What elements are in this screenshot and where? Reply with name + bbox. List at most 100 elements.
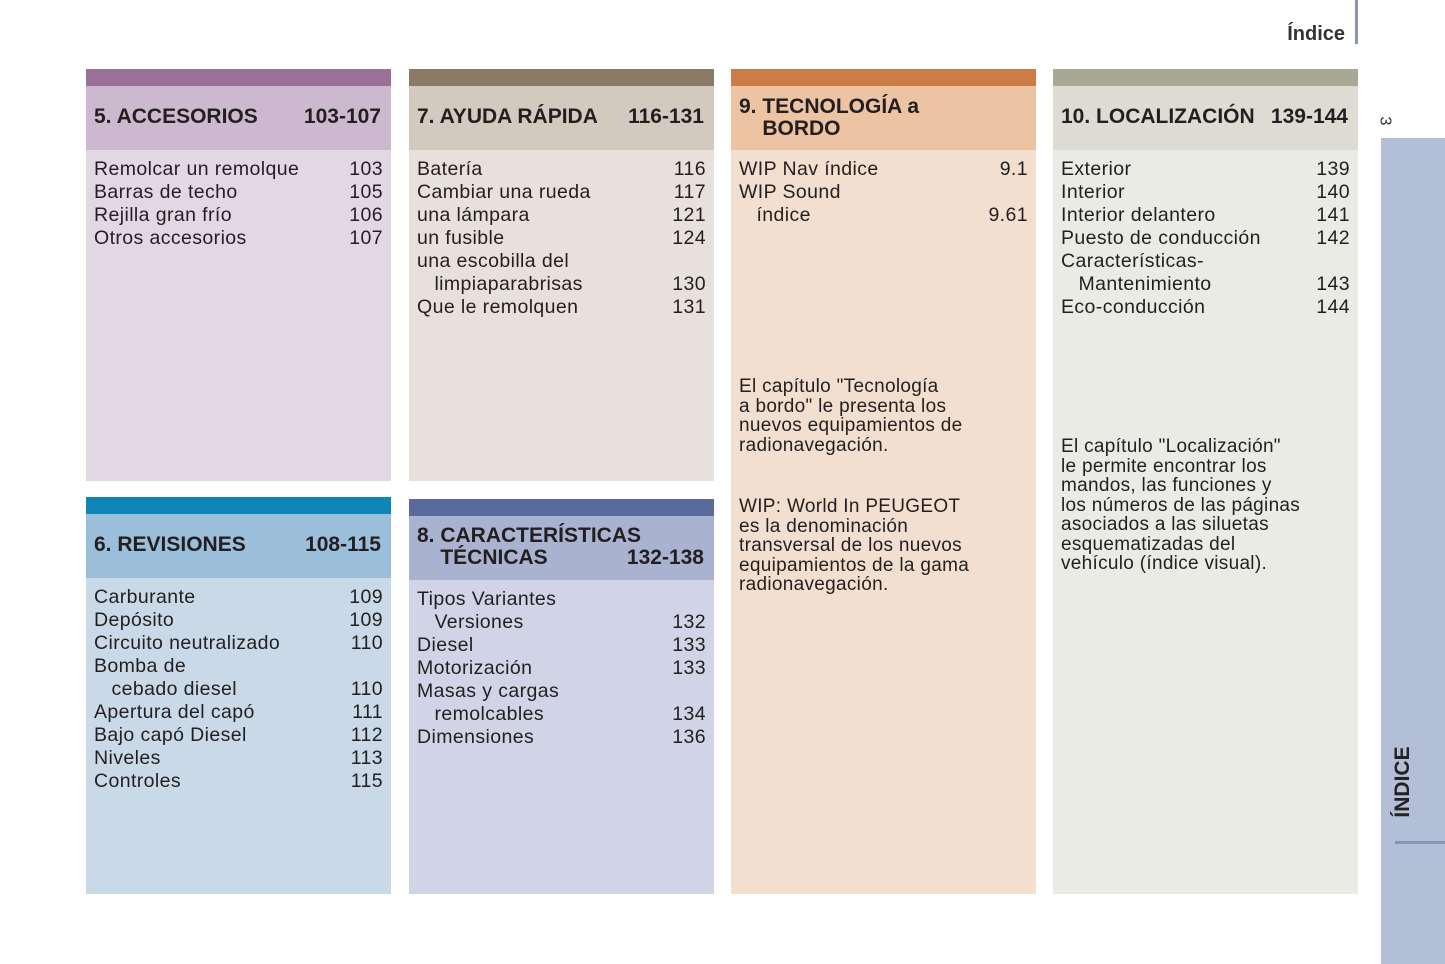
section-note: El capítulo "Tecnología a bordo" le pres…	[739, 376, 963, 456]
section-title[interactable]: 7. AYUDA RÁPIDA	[417, 105, 598, 128]
index-entry[interactable]: Apertura del capó 111	[94, 701, 383, 724]
entry-page: 109	[349, 586, 383, 608]
index-entry[interactable]: Depósito 109	[94, 609, 383, 632]
entry-label: limpiaparabrisas	[417, 273, 583, 295]
index-entry[interactable]: Tipos Variantes	[417, 588, 706, 611]
entry-label: Depósito	[94, 609, 175, 631]
entry-page: 116	[673, 158, 706, 180]
index-entry[interactable]: Puesto de conducción 142	[1061, 227, 1350, 250]
section-header: 5. ACCESORIOS 103-107	[86, 86, 391, 150]
section-entries: Remolcar un remolque 103 Barras de techo 10…	[86, 150, 391, 250]
entry-page: 121	[672, 204, 706, 226]
index-entry[interactable]: Características-	[1061, 250, 1350, 273]
entry-label: Circuito neutralizado	[94, 632, 281, 654]
section-title[interactable]: 8. CARACTERÍSTICAS TÉCNICAS	[417, 524, 642, 569]
index-entry[interactable]: Niveles 113	[94, 747, 383, 770]
index-entry[interactable]: Controles 115	[94, 770, 383, 793]
entry-page: 141	[1316, 204, 1350, 226]
index-entry[interactable]: Masas y cargas	[417, 680, 706, 703]
header-divider	[1355, 0, 1358, 44]
entry-page: 113	[350, 747, 383, 769]
section-localizacion: 10. LOCALIZACIÓN 139-144 Exterior 139 Inte…	[1053, 69, 1358, 894]
index-entry[interactable]: remolcables 134	[417, 703, 706, 726]
section-pages[interactable]: 139-144	[1270, 105, 1348, 128]
entry-label: Masas y cargas	[417, 680, 560, 702]
entry-page: 107	[349, 227, 383, 249]
section-title[interactable]: 10. LOCALIZACIÓN	[1061, 105, 1255, 128]
section-pages[interactable]: 116-131	[628, 105, 704, 128]
index-entry[interactable]: cebado diesel 110	[94, 678, 383, 701]
section-tecnologia: 9. TECNOLOGÍA a BORDO WIP Nav índice 9.1 W…	[731, 69, 1036, 894]
entry-label: Otros accesorios	[94, 227, 247, 249]
entry-label: un fusible	[417, 227, 505, 249]
entry-page: 133	[672, 657, 706, 679]
entry-page: 124	[672, 227, 706, 249]
index-entry[interactable]: limpiaparabrisas 130	[417, 273, 706, 296]
section-title[interactable]: 5. ACCESORIOS	[94, 105, 258, 128]
entry-page: 131	[672, 296, 706, 318]
index-entry[interactable]: Cambiar una rueda 117	[417, 181, 706, 204]
index-entry[interactable]: Carburante 109	[94, 586, 383, 609]
entry-label: Versiones	[417, 611, 524, 633]
index-entry[interactable]: un fusible 124	[417, 227, 706, 250]
section-title[interactable]: 9. TECNOLOGÍA a BORDO	[739, 95, 920, 140]
section-entries: WIP Nav índice 9.1 WIP Sound índice 9.61	[731, 150, 1036, 227]
entry-page: 139	[1316, 158, 1350, 180]
entry-label: Puesto de conducción	[1061, 227, 1261, 249]
section-header: 8. CARACTERÍSTICAS TÉCNICAS 132-138	[409, 516, 714, 580]
index-entry[interactable]: Dimensiones 136	[417, 726, 706, 749]
index-entry[interactable]: una lámpara 121	[417, 204, 706, 227]
index-entry[interactable]: Remolcar un remolque 103	[94, 158, 383, 181]
entry-page: 106	[349, 204, 383, 226]
index-entry[interactable]: Interior delantero 141	[1061, 204, 1350, 227]
index-entry[interactable]: Interior 140	[1061, 181, 1350, 204]
index-entry[interactable]: Bajo capó Diesel 112	[94, 724, 383, 747]
entry-page: 144	[1316, 296, 1350, 318]
section-note: WIP: World In PEUGEOT es la denominación…	[739, 496, 970, 595]
section-header: 7. AYUDA RÁPIDA 116-131	[409, 86, 714, 150]
index-entry[interactable]: Circuito neutralizado 110	[94, 632, 383, 655]
section-color-bar	[409, 69, 714, 86]
entry-label: Mantenimiento	[1061, 273, 1212, 295]
index-entry[interactable]: Batería 116	[417, 158, 706, 181]
index-entry[interactable]: Diesel 133	[417, 634, 706, 657]
section-entries: Carburante 109 Depósito 109 Circuito neutral…	[86, 578, 391, 793]
index-entry[interactable]: Rejilla gran frío 106	[94, 204, 383, 227]
index-entry[interactable]: Barras de techo 105	[94, 181, 383, 204]
entry-label: Apertura del capó	[94, 701, 255, 723]
index-entry[interactable]: WIP Sound	[739, 181, 1028, 204]
index-entry[interactable]: Otros accesorios 107	[94, 227, 383, 250]
entry-label: Carburante	[94, 586, 196, 608]
entry-page: 115	[350, 770, 383, 792]
index-entry[interactable]: Bomba de	[94, 655, 383, 678]
section-title[interactable]: 6. REVISIONES	[94, 533, 246, 556]
index-entry[interactable]: una escobilla del	[417, 250, 706, 273]
index-entry[interactable]: índice 9.61	[739, 204, 1028, 227]
section-ayuda-rapida: 7. AYUDA RÁPIDA 116-131 Batería 116 Cambia…	[409, 69, 714, 481]
section-pages[interactable]: 108-115	[305, 533, 381, 556]
section-pages[interactable]: 103-107	[303, 105, 381, 128]
entry-label: Bomba de	[94, 655, 187, 677]
index-entry[interactable]: Eco-conducción 144	[1061, 296, 1350, 319]
index-entry[interactable]: Que le remolquen 131	[417, 296, 706, 319]
index-entry[interactable]: WIP Nav índice 9.1	[739, 158, 1028, 181]
index-entry[interactable]: Mantenimiento 143	[1061, 273, 1350, 296]
section-accesorios: 5. ACCESORIOS 103-107 Remolcar un remolq…	[86, 69, 391, 481]
entry-page: 9.61	[988, 204, 1028, 226]
index-entry[interactable]: Motorización 133	[417, 657, 706, 680]
entry-page: 130	[672, 273, 706, 295]
entry-page: 133	[672, 634, 706, 656]
side-index-tab[interactable]	[1381, 138, 1445, 964]
index-entry[interactable]: Exterior 139	[1061, 158, 1350, 181]
entry-label: Exterior	[1061, 158, 1132, 180]
page-header-title: Índice	[1287, 23, 1345, 45]
section-color-bar	[409, 499, 714, 516]
section-color-bar	[1053, 69, 1358, 86]
section-header: 9. TECNOLOGÍA a BORDO	[731, 86, 1036, 150]
entry-label: Dimensiones	[417, 726, 535, 748]
section-pages[interactable]: 132-138	[626, 546, 704, 569]
index-entry[interactable]: Versiones 132	[417, 611, 706, 634]
entry-page: 142	[1316, 227, 1350, 249]
entry-label: Interior	[1061, 181, 1125, 203]
entry-label: Batería	[417, 158, 483, 180]
